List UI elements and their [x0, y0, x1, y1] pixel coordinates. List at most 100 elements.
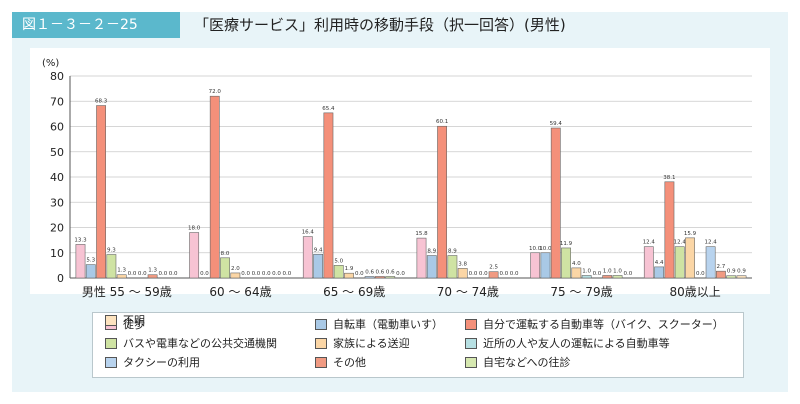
bar: [333, 265, 344, 279]
data-label: 0.0: [623, 271, 632, 277]
legend-label: 自転車（電動車いす）: [333, 318, 443, 331]
x-tick-label: 男性 55 ～ 59歳: [82, 285, 172, 299]
data-label: 0.0: [500, 271, 509, 277]
bar: [426, 255, 437, 279]
bar: [602, 275, 613, 279]
bar: [75, 244, 86, 279]
data-label: 0.0: [593, 271, 602, 277]
legend: 徒歩 自転車（電動車いす） 自分で運転する自動車等（バイク、スクーター） バスや電車な…: [92, 312, 744, 378]
bar: [106, 254, 117, 279]
data-label: 59.4: [550, 121, 563, 127]
bar: [189, 232, 200, 279]
data-label: 0.0: [510, 271, 519, 277]
data-label: 8.0: [221, 251, 230, 257]
data-label: 8.9: [427, 249, 436, 255]
data-label: 0.9: [737, 269, 746, 275]
data-label: 0.0: [169, 271, 178, 277]
data-label: 13.3: [74, 237, 87, 243]
data-label: 0.0: [479, 271, 488, 277]
data-label: 4.0: [572, 261, 581, 267]
bar: [209, 95, 220, 279]
legend-swatch: [105, 338, 117, 349]
x-tick-label: 80歳以上: [670, 285, 721, 299]
data-label: 10.0: [529, 246, 542, 252]
data-label: 18.0: [188, 226, 201, 232]
bar: [736, 275, 747, 279]
data-label: 0.0: [282, 271, 291, 277]
legend-label: 家族による送迎: [333, 337, 410, 350]
y-tick-label: 80: [50, 70, 64, 83]
bar: [705, 246, 716, 279]
bar: [654, 266, 665, 279]
bar: [685, 237, 695, 279]
data-label: 0.0: [355, 271, 364, 277]
legend-label: 近所の人や友人の運転による自動車等: [483, 337, 670, 350]
data-label: 1.0: [603, 268, 612, 274]
data-label: 65.4: [322, 106, 335, 112]
x-tick-label: 70 ～ 74歳: [437, 285, 499, 299]
bar: [726, 275, 737, 279]
y-axis-unit: (%): [42, 58, 59, 69]
bar: [416, 237, 427, 279]
data-label: 0.0: [396, 271, 405, 277]
bar: [674, 246, 685, 279]
y-tick-label: 30: [50, 196, 64, 209]
legend-label: バスや電車などの公共交通機関: [123, 337, 277, 350]
data-label: 1.3: [117, 268, 126, 274]
data-label: 0.0: [469, 271, 478, 277]
legend-swatch: [315, 319, 327, 330]
legend-swatch: [315, 357, 327, 368]
data-label: 0.9: [727, 269, 736, 275]
legend-swatch: [315, 338, 327, 349]
bar: [581, 275, 592, 279]
data-label: 15.9: [684, 231, 697, 237]
y-tick-label: 50: [50, 146, 64, 159]
data-label: 0.0: [138, 271, 147, 277]
data-label: 0.0: [128, 271, 137, 277]
bar: [540, 252, 551, 279]
legend-label: 徒歩: [123, 318, 145, 331]
data-label: 9.4: [314, 247, 323, 253]
y-tick-label: 70: [50, 95, 64, 108]
data-label: 0.6: [386, 269, 395, 275]
bar: [147, 274, 158, 279]
data-label: 1.0: [582, 268, 591, 274]
data-label: 0.0: [159, 271, 168, 277]
bar: [664, 181, 675, 279]
data-label: 0.0: [252, 271, 261, 277]
data-label: 12.4: [704, 240, 717, 246]
data-label: 38.1: [663, 175, 675, 181]
data-label: 0.6: [365, 269, 374, 275]
legend-swatch: [465, 319, 477, 330]
bar: [302, 236, 313, 279]
y-tick-label: 60: [50, 121, 64, 134]
legend-label: タクシーの利用: [123, 356, 200, 369]
bar: [550, 127, 561, 279]
bar: [643, 246, 654, 279]
data-label: 10.0: [539, 246, 552, 252]
y-tick-label: 0: [57, 272, 64, 285]
data-label: 5.3: [86, 258, 95, 264]
data-label: 2.5: [489, 265, 498, 271]
x-tick-label: 60 ～ 64歳: [209, 285, 271, 299]
bar: [364, 276, 375, 279]
data-label: 5.0: [334, 258, 343, 264]
bar: [85, 264, 96, 279]
legend-label: 不明: [123, 314, 145, 327]
bar: [437, 125, 447, 279]
figure-header: 図１－３－２－25 「医療サービス」利用時の移動手段（択一回答）(男性): [12, 12, 788, 38]
data-label: 1.9: [345, 266, 354, 272]
bar: [344, 272, 354, 279]
legend-swatch: [465, 338, 477, 349]
data-label: 4.4: [655, 260, 664, 266]
data-label: 16.4: [302, 230, 315, 236]
bar: [385, 276, 396, 279]
bar: [230, 272, 241, 279]
data-label: 12.4: [674, 240, 687, 246]
data-label: 9.3: [107, 248, 116, 254]
y-tick-label: 40: [50, 171, 64, 184]
data-label: 11.9: [560, 241, 573, 247]
bar: [488, 271, 499, 279]
data-label: 3.8: [458, 261, 467, 267]
